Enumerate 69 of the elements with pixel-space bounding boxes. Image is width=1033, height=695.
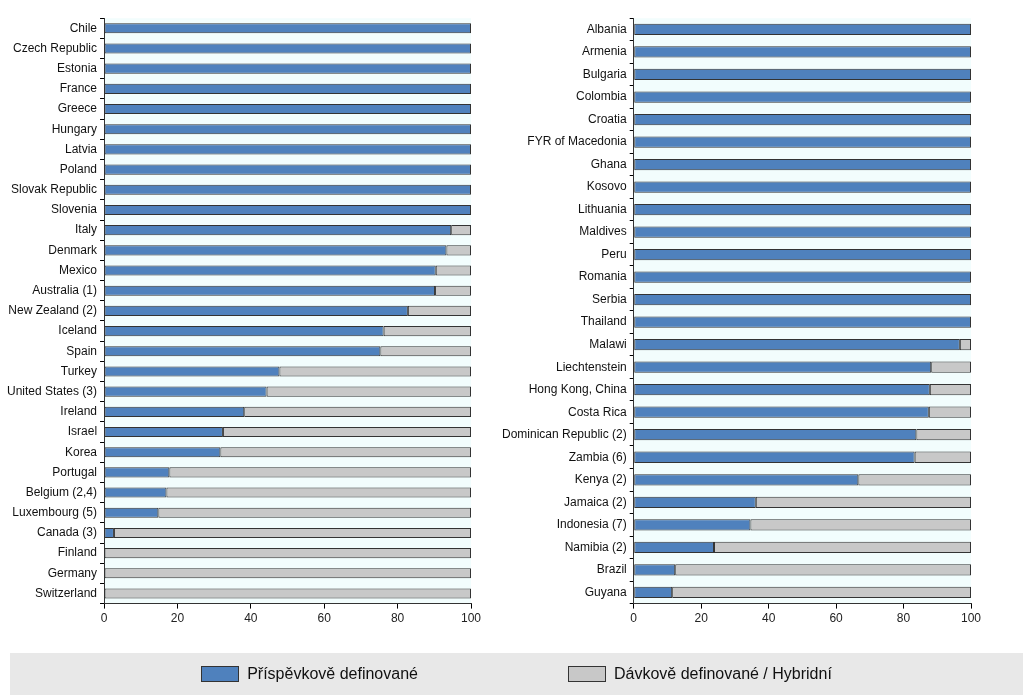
- y-tick-label: Italy: [75, 222, 98, 237]
- legend-label: Dávkově definované / Hybridní: [613, 665, 832, 683]
- x-tick-label: 0: [630, 611, 638, 626]
- y-tick-label: Finland: [57, 545, 98, 560]
- y-tick-label: Jamaica (2): [564, 494, 627, 509]
- y-tick-label: Indonesia (7): [556, 517, 627, 532]
- x-tick-label: 20: [694, 611, 709, 626]
- y-tick-label: Spain: [66, 343, 98, 358]
- x-tick-label: 60: [829, 611, 844, 626]
- y-tick-label: Dominican Republic (2): [502, 427, 627, 442]
- x-tick-label: 40: [761, 611, 776, 626]
- y-tick-label: Thailand: [580, 314, 627, 329]
- y-tick-label: Iceland: [58, 323, 98, 338]
- y-tick-label: Namibia (2): [564, 539, 627, 554]
- y-tick-label: Israel: [67, 424, 98, 439]
- y-tick-label: Kosovo: [586, 179, 628, 194]
- x-tick-label: 40: [244, 611, 258, 626]
- x-tick-label: 60: [317, 611, 332, 626]
- y-tick-label: Portugal: [52, 464, 98, 479]
- y-tick-label: Colombia: [576, 89, 628, 104]
- x-tick-label: 80: [896, 611, 911, 626]
- y-tick-label: France: [59, 81, 98, 96]
- y-tick-label: New Zealand (2): [8, 303, 98, 318]
- y-tick-label: Belgium (2,4): [25, 484, 98, 499]
- y-tick-label: Malawi: [589, 336, 627, 351]
- y-tick-label: Hong Kong, China: [528, 382, 628, 397]
- x-tick-label: 80: [390, 611, 405, 626]
- y-tick-label: Costa Rica: [568, 404, 628, 419]
- y-tick-label: Slovak Republic: [10, 182, 98, 197]
- y-tick-label: Czech Republic: [12, 40, 98, 55]
- y-tick-label: FYR of Macedonia: [527, 134, 628, 149]
- y-tick-label: Liechtenstein: [556, 359, 627, 374]
- y-tick-label: Korea: [65, 444, 98, 459]
- y-tick-label: Australia (1): [32, 283, 98, 298]
- y-tick-label: Guyana: [584, 584, 628, 599]
- y-tick-label: Serbia: [592, 291, 628, 306]
- y-tick-label: Bulgaria: [582, 66, 628, 81]
- y-tick-label: Germany: [47, 565, 98, 580]
- y-tick-label: Ireland: [60, 404, 98, 419]
- y-tick-label: Greece: [57, 101, 98, 116]
- legend-label: Příspěvkově definované: [247, 665, 418, 683]
- y-tick-label: Turkey: [60, 363, 98, 378]
- y-tick-label: Poland: [59, 161, 98, 176]
- y-tick-label: Brazil: [596, 562, 627, 577]
- y-tick-label: Slovenia: [51, 202, 98, 217]
- y-tick-label: Chile: [69, 20, 98, 35]
- x-tick-label: 20: [170, 611, 185, 626]
- y-tick-label: Kenya (2): [574, 472, 627, 487]
- y-tick-label: Peru: [601, 246, 627, 261]
- y-tick-label: Estonia: [57, 60, 98, 75]
- y-tick-label: Armenia: [582, 44, 628, 59]
- y-tick-label: Canada (3): [36, 525, 98, 540]
- y-tick-label: Mexico: [59, 262, 98, 277]
- y-tick-label: Switzerland: [35, 585, 98, 600]
- y-tick-label: Luxembourg (5): [12, 505, 98, 520]
- x-tick-label: 100: [460, 611, 482, 626]
- y-tick-label: Zambia (6): [568, 449, 627, 464]
- y-tick-label: Croatia: [588, 111, 628, 126]
- y-tick-label: United States (3): [6, 383, 98, 398]
- x-tick-label: 100: [960, 611, 982, 626]
- y-tick-label: Maldives: [579, 224, 627, 239]
- y-tick-label: Latvia: [65, 141, 98, 156]
- y-tick-label: Albania: [586, 21, 628, 36]
- y-tick-label: Hungary: [51, 121, 98, 136]
- y-tick-label: Lithuania: [578, 201, 628, 216]
- y-tick-label: Romania: [578, 269, 628, 284]
- x-tick-label: 0: [100, 611, 108, 626]
- y-tick-label: Denmark: [48, 242, 99, 257]
- y-tick-label: Ghana: [590, 156, 628, 171]
